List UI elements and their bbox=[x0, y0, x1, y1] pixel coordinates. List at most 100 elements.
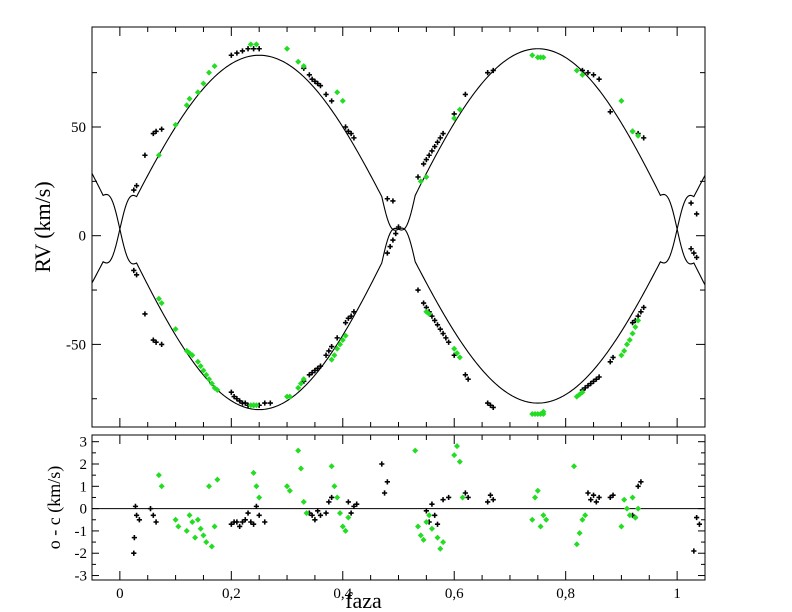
residual-point-green bbox=[189, 519, 196, 525]
rv-point-black bbox=[593, 376, 599, 382]
rv-point-green bbox=[200, 367, 207, 374]
rv-point-green bbox=[253, 402, 260, 409]
rv-point-black bbox=[329, 98, 335, 104]
residual-point-green bbox=[543, 516, 550, 523]
rv-point-green bbox=[456, 354, 463, 361]
residual-point-green bbox=[454, 443, 461, 450]
residual-point-green bbox=[629, 494, 636, 501]
residual-point-green bbox=[571, 463, 578, 470]
rv-point-black bbox=[159, 341, 165, 347]
rv-point-black bbox=[446, 339, 452, 345]
rv-point-green bbox=[451, 115, 458, 122]
oc-y-tick-label: 0 bbox=[80, 502, 88, 518]
residual-point-black bbox=[251, 521, 257, 527]
residual-point-green bbox=[203, 539, 210, 546]
rv-point-black bbox=[596, 374, 602, 380]
residual-point-green bbox=[451, 452, 458, 459]
rv-point-black bbox=[607, 109, 613, 115]
residual-point-black bbox=[133, 512, 140, 518]
rv-point-black bbox=[242, 400, 248, 406]
rv-point-black bbox=[641, 135, 647, 141]
rv-point-black bbox=[342, 320, 349, 326]
rv-point-black bbox=[251, 46, 257, 52]
rv-point-black bbox=[607, 359, 613, 365]
rv-point-green bbox=[295, 58, 302, 65]
rv-point-black bbox=[443, 335, 449, 341]
residual-point-black bbox=[610, 492, 616, 498]
rv-point-green bbox=[172, 326, 179, 333]
rv-point-black bbox=[334, 335, 340, 341]
x-tick-label: 1 bbox=[673, 586, 681, 602]
residual-point-green bbox=[632, 514, 639, 521]
rv-point-green bbox=[214, 387, 221, 394]
rv-point-black bbox=[485, 400, 491, 406]
residual-point-green bbox=[295, 447, 302, 454]
residual-point-green bbox=[297, 465, 304, 472]
rv-point-black bbox=[462, 372, 468, 378]
residual-point-black bbox=[590, 492, 597, 498]
residual-point-green bbox=[186, 512, 193, 519]
rv-point-green bbox=[540, 408, 547, 415]
rv-point-black bbox=[395, 224, 402, 230]
residual-point-green bbox=[197, 525, 204, 532]
residual-point-black bbox=[423, 508, 429, 514]
rv-point-black bbox=[306, 372, 312, 378]
rv-point-green bbox=[286, 393, 293, 400]
residual-point-black bbox=[131, 535, 137, 541]
rv-point-black bbox=[142, 311, 148, 317]
residual-point-black bbox=[234, 519, 240, 525]
rv-point-green bbox=[203, 371, 210, 378]
rv-point-black bbox=[590, 378, 597, 384]
residual-point-green bbox=[423, 519, 430, 525]
x-axis-label: faza bbox=[345, 588, 382, 612]
residual-point-black bbox=[150, 512, 156, 518]
residual-point-green bbox=[256, 494, 263, 501]
rv-point-green bbox=[579, 389, 586, 396]
rv-point-black bbox=[641, 304, 647, 311]
residual-point-black bbox=[132, 503, 139, 509]
residual-point-green bbox=[286, 487, 293, 494]
rv-point-black bbox=[490, 404, 496, 411]
rv-point-green bbox=[342, 332, 349, 339]
residual-point-green bbox=[331, 483, 338, 490]
rv-point-black bbox=[133, 272, 140, 278]
residual-point-green bbox=[623, 505, 630, 512]
rv-point-black bbox=[131, 187, 137, 193]
residual-point-green bbox=[214, 476, 221, 483]
residual-point-green bbox=[532, 494, 539, 501]
residual-point-black bbox=[329, 494, 335, 501]
rv-point-black bbox=[345, 128, 351, 134]
rv-point-black bbox=[426, 152, 432, 158]
rv-point-green bbox=[183, 102, 190, 109]
rv-point-black bbox=[348, 130, 354, 137]
rv-point-black bbox=[596, 76, 602, 82]
rv-point-green bbox=[635, 132, 642, 139]
rv-point-black bbox=[384, 196, 390, 202]
rv-point-green bbox=[623, 341, 630, 348]
residual-point-green bbox=[534, 487, 541, 494]
residual-point-green bbox=[456, 458, 463, 465]
rv-point-black bbox=[309, 76, 315, 82]
oc-y-tick-label: -3 bbox=[75, 569, 88, 585]
residual-point-black bbox=[326, 499, 332, 505]
rv-point-black bbox=[312, 78, 318, 84]
residual-point-black bbox=[354, 501, 360, 507]
residual-point-green bbox=[529, 516, 536, 523]
residual-point-black bbox=[379, 461, 385, 467]
residual-y-axis-label: o - c (km/s) bbox=[44, 466, 65, 549]
rv-point-green bbox=[253, 41, 260, 48]
rv-y-tick-label: 0 bbox=[79, 229, 87, 245]
rv-point-black bbox=[348, 313, 354, 319]
residual-point-green bbox=[345, 514, 352, 521]
rv-axis-tick-labels: -50 0 50 bbox=[66, 120, 86, 353]
residual-point-green bbox=[342, 527, 349, 534]
rv-point-black bbox=[691, 250, 697, 256]
rv-point-black bbox=[415, 174, 421, 180]
rv-point-black bbox=[317, 363, 324, 369]
residual-point-black bbox=[242, 517, 248, 523]
rv-point-black bbox=[312, 367, 318, 374]
residual-point-green bbox=[284, 483, 291, 490]
rv-point-black bbox=[315, 80, 321, 87]
residual-point-green bbox=[208, 543, 215, 550]
